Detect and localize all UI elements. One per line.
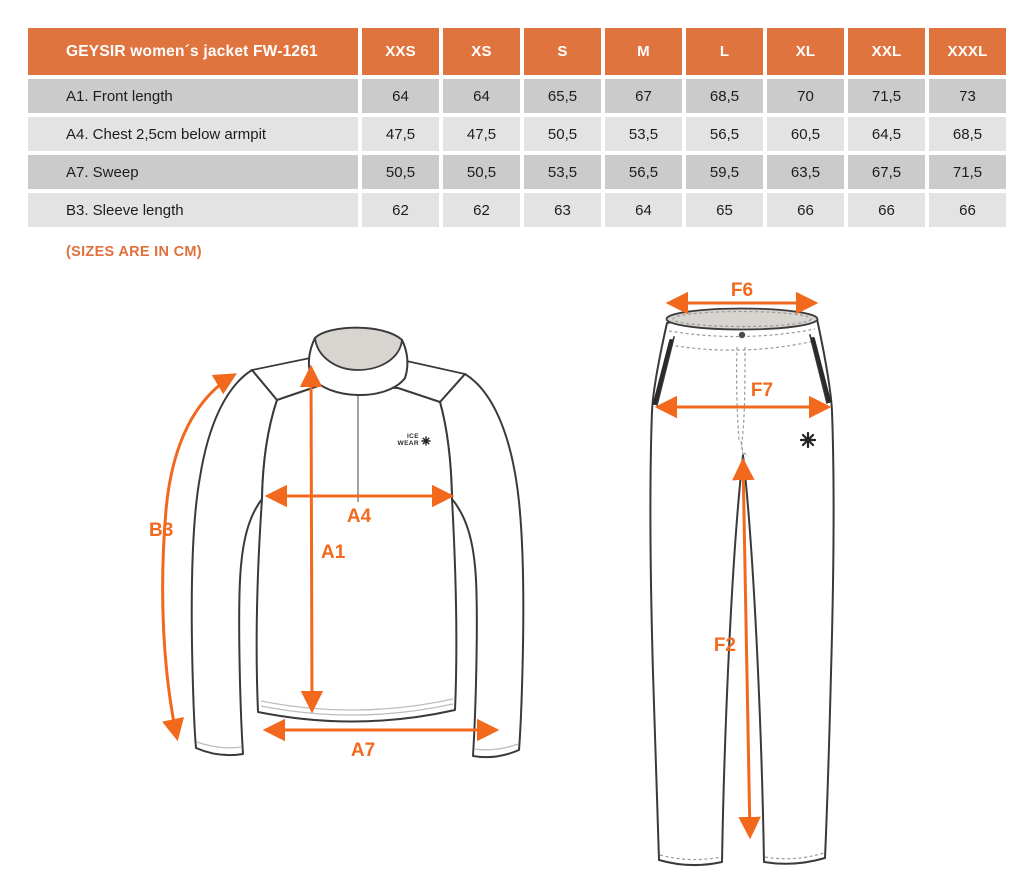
waist-button	[738, 331, 746, 339]
size-table-header-row: GEYSIR women´s jacket FW-1261 XXS XS S M…	[28, 28, 1006, 75]
size-table: GEYSIR women´s jacket FW-1261 XXS XS S M…	[24, 24, 1010, 231]
cell-value: 66	[848, 193, 925, 227]
arrow-b3-sleeve	[161, 373, 237, 742]
cell-value: 65	[686, 193, 763, 227]
jacket-measurement-diagram: ICE WEAR B3 A4 A1 A7	[149, 326, 525, 761]
cell-value: 67,5	[848, 155, 925, 189]
arrow-a1-front-length	[299, 364, 324, 714]
cell-value: 63	[524, 193, 601, 227]
sizes-unit-note: (SIZES ARE IN CM)	[66, 244, 202, 260]
row-label: A1. Front length	[28, 79, 358, 113]
cell-value: 73	[929, 79, 1006, 113]
svg-text:WEAR: WEAR	[398, 440, 419, 447]
cell-value: 65,5	[524, 79, 601, 113]
cell-value: 70	[767, 79, 844, 113]
size-header-xxl: XXL	[848, 28, 925, 75]
pants-drawing	[649, 307, 835, 867]
cell-value: 64	[605, 193, 682, 227]
table-row-front-length: A1. Front length 64 64 65,5 67 68,5 70 7…	[28, 79, 1006, 113]
pocket-right	[809, 334, 831, 404]
cell-value: 47,5	[443, 117, 520, 151]
cell-value: 68,5	[686, 79, 763, 113]
pocket-left	[653, 336, 675, 406]
arrow-f2-inseam	[732, 457, 761, 840]
cell-value: 68,5	[929, 117, 1006, 151]
size-header-m: M	[605, 28, 682, 75]
label-b3: B3	[149, 520, 173, 541]
cell-value: 50,5	[362, 155, 439, 189]
icewear-logo: ICE WEAR	[398, 433, 431, 447]
size-header-xs: XS	[443, 28, 520, 75]
cell-value: 71,5	[848, 79, 925, 113]
cell-value: 50,5	[524, 117, 601, 151]
row-label: B3. Sleeve length	[28, 193, 358, 227]
cell-value: 47,5	[362, 117, 439, 151]
cell-value: 66	[767, 193, 844, 227]
size-header-l: L	[686, 28, 763, 75]
row-label: A4. Chest 2,5cm below armpit	[28, 117, 358, 151]
label-f6: F6	[731, 280, 753, 301]
cell-value: 56,5	[605, 155, 682, 189]
cell-value: 63,5	[767, 155, 844, 189]
label-f2: F2	[714, 635, 736, 656]
cell-value: 62	[362, 193, 439, 227]
cell-value: 62	[443, 193, 520, 227]
cell-value: 53,5	[605, 117, 682, 151]
table-row-sweep: A7. Sweep 50,5 50,5 53,5 56,5 59,5 63,5 …	[28, 155, 1006, 189]
snowflake-icon	[799, 431, 817, 449]
svg-text:ICE: ICE	[407, 433, 419, 440]
product-title: GEYSIR women´s jacket FW-1261	[28, 28, 358, 75]
cell-value: 50,5	[443, 155, 520, 189]
label-a7: A7	[351, 740, 375, 761]
cell-value: 64	[362, 79, 439, 113]
size-header-s: S	[524, 28, 601, 75]
cell-value: 53,5	[524, 155, 601, 189]
cell-value: 66	[929, 193, 1006, 227]
cell-value: 56,5	[686, 117, 763, 151]
label-a4: A4	[347, 506, 372, 527]
cell-value: 71,5	[929, 155, 1006, 189]
size-header-xxs: XXS	[362, 28, 439, 75]
jacket-measure-arrows: B3 A4 A1 A7	[149, 364, 500, 761]
snowflake-icon	[421, 436, 431, 446]
collar-inner	[314, 326, 403, 371]
cell-value: 59,5	[686, 155, 763, 189]
jacket-drawing: ICE WEAR	[190, 326, 525, 759]
label-a1: A1	[321, 542, 346, 563]
table-row-sleeve-length: B3. Sleeve length 62 62 63 64 65 66 66 6…	[28, 193, 1006, 227]
size-header-xxxl: XXXL	[929, 28, 1006, 75]
size-header-xl: XL	[767, 28, 844, 75]
pants-measure-arrows: F6 F7 F2	[654, 280, 832, 840]
pants-measurement-diagram: F6 F7 F2	[649, 280, 835, 867]
label-f7: F7	[751, 380, 773, 401]
row-label: A7. Sweep	[28, 155, 358, 189]
cell-value: 67	[605, 79, 682, 113]
cell-value: 60,5	[767, 117, 844, 151]
cell-value: 64,5	[848, 117, 925, 151]
table-row-chest: A4. Chest 2,5cm below armpit 47,5 47,5 5…	[28, 117, 1006, 151]
cell-value: 64	[443, 79, 520, 113]
